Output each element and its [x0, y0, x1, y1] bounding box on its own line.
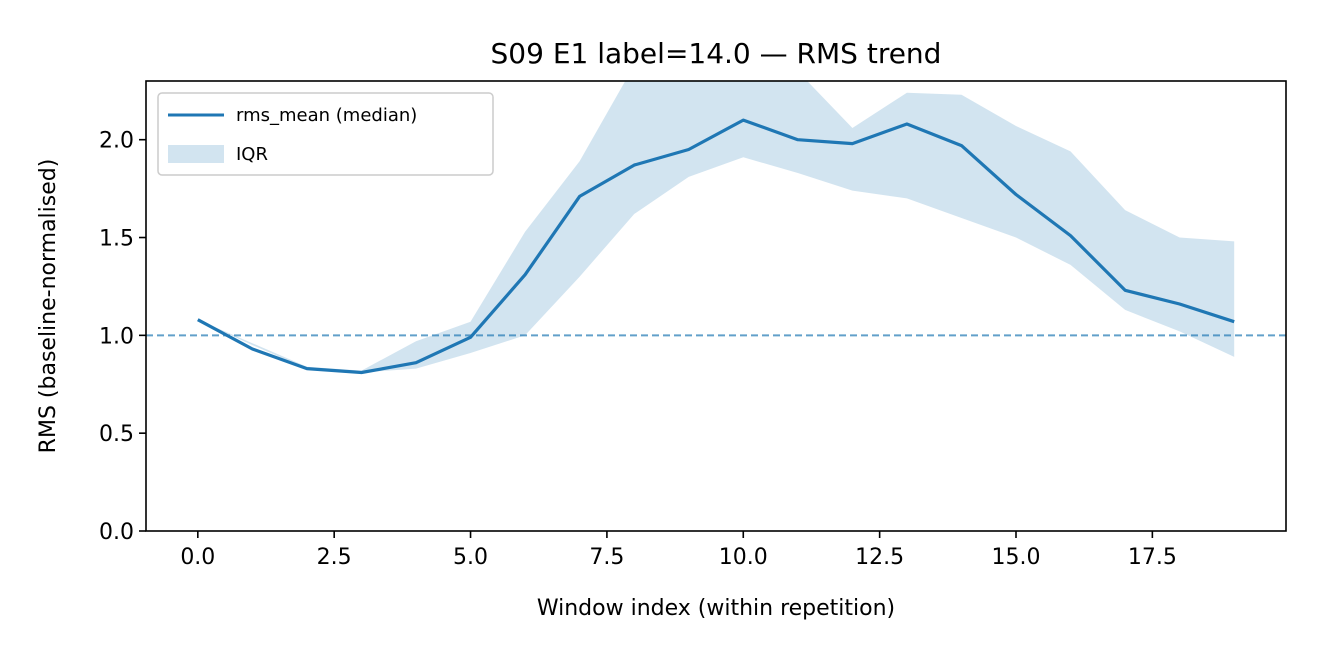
y-axis-ticks: 0.0 0.5 1.0 1.5 2.0	[99, 129, 146, 545]
x-tick-label: 15.0	[992, 545, 1041, 570]
y-tick-label: 1.0	[99, 324, 134, 349]
legend-label-median: rms_mean (median)	[236, 105, 417, 126]
legend-label-iqr: IQR	[236, 144, 268, 165]
legend: rms_mean (median) IQR	[157, 92, 494, 176]
x-tick-label: 7.5	[589, 545, 624, 570]
x-axis-title: Window index (within repetition)	[537, 596, 895, 621]
y-axis-title: RMS (baseline-normalised)	[36, 159, 61, 454]
iqr-band	[197, 81, 1235, 373]
y-tick-label: 0.5	[99, 422, 134, 447]
median-line	[197, 118, 1235, 375]
plot-content	[146, 81, 1286, 375]
plot-frame	[145, 80, 1287, 532]
x-tick-label: 2.5	[317, 545, 352, 570]
y-tick-label: 1.5	[99, 227, 134, 252]
y-tick-label: 0.0	[99, 520, 134, 545]
y-tick-label: 2.0	[99, 129, 134, 154]
x-tick-label: 17.5	[1128, 545, 1177, 570]
x-tick-label: 5.0	[453, 545, 488, 570]
chart-title: S09 E1 label=14.0 — RMS trend	[491, 37, 942, 70]
x-tick-label: 0.0	[180, 545, 215, 570]
x-tick-label: 12.5	[855, 545, 904, 570]
x-tick-label: 10.0	[719, 545, 768, 570]
legend-band-swatch	[168, 145, 224, 163]
legend-box	[157, 92, 494, 176]
x-axis-ticks: 0.0 2.5 5.0 7.5 10.0 12.5 15.0 17.5	[180, 531, 1177, 570]
